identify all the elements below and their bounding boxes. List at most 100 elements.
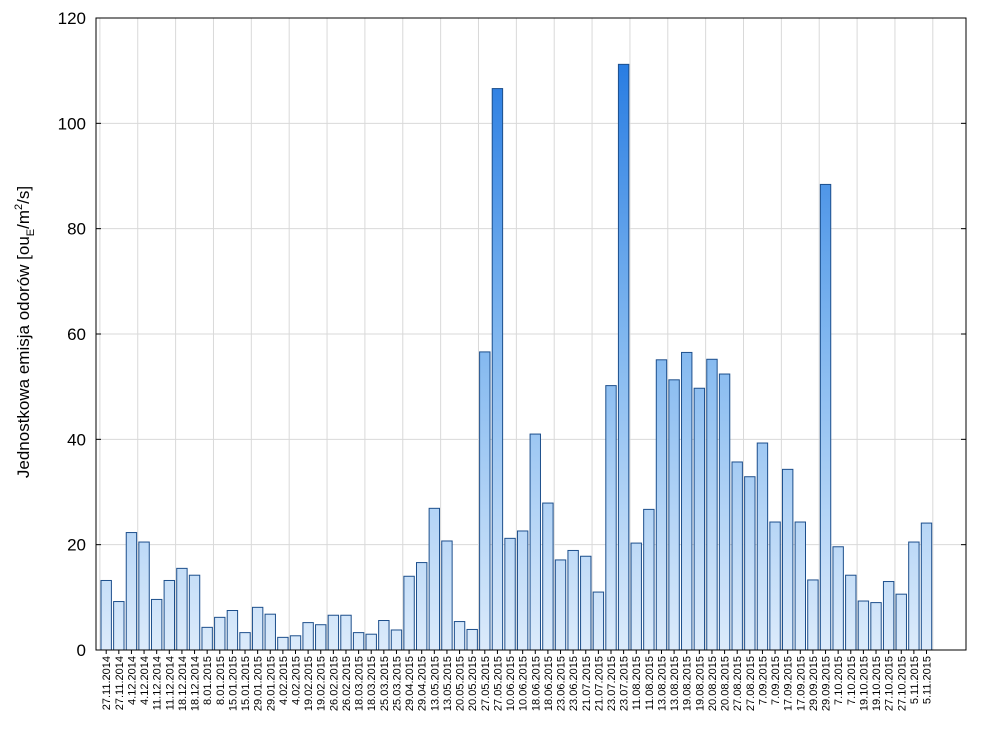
x-tick-label: 5.11.2015: [909, 656, 921, 704]
bar: [920, 522, 933, 651]
x-ticks: 27.11.2014 27.11.2014 4.12.2014 4.12.2014 11…: [101, 650, 934, 711]
bar: [605, 385, 617, 651]
y-axis-label-mid: /m: [14, 210, 33, 229]
bar: [643, 508, 655, 651]
y-tick-label: 40: [67, 430, 86, 449]
x-tick-label: 23.06.2015: [568, 656, 580, 711]
x-tick-label: 4.02.2015: [291, 656, 303, 705]
bar: [441, 540, 453, 651]
x-tick-label: 29.09.2015: [821, 656, 833, 711]
x-tick-label: 10.06.2015: [505, 656, 517, 711]
bar: [163, 579, 176, 651]
bar: [794, 521, 806, 651]
bar: [453, 621, 466, 651]
x-tick-label: 23.07.2015: [606, 656, 618, 711]
bar: [857, 600, 870, 651]
bar: [756, 442, 769, 651]
bar: [226, 610, 239, 651]
bar: [403, 575, 415, 651]
x-tick-label: 15.01.2015: [227, 656, 239, 711]
x-tick-label: 19.10.2015: [871, 656, 883, 711]
x-tick-label: 18.06.2015: [543, 656, 555, 711]
x-tick-label: 29.04.2015: [404, 656, 416, 711]
bar: [113, 601, 125, 651]
x-tick-label: 27.10.2015: [896, 656, 908, 711]
bar: [516, 530, 529, 651]
y-tick-label: 20: [67, 536, 86, 555]
bar: [176, 567, 188, 651]
y-axis-label-sup: 2: [13, 204, 25, 210]
y-axis-label-pre: Jednostkowa emisja odorów [ou: [14, 236, 33, 478]
bar: [529, 433, 541, 651]
x-tick-label: 13.08.2015: [656, 656, 668, 711]
y-axis-label-sub: E: [25, 229, 37, 236]
x-tick-label: 13.05.2015: [429, 656, 441, 711]
y-tick-label: 80: [67, 220, 86, 239]
x-tick-label: 19.08.2015: [694, 656, 706, 711]
bar: [870, 602, 882, 651]
x-tick-label: 18.03.2015: [354, 656, 366, 711]
grid-lines: [96, 17, 966, 651]
x-tick-label: 20.08.2015: [707, 656, 719, 711]
x-tick-label: 29.01.2015: [265, 656, 277, 711]
bar: [908, 541, 920, 651]
bar: [390, 629, 403, 651]
bar: [807, 579, 819, 651]
x-tick-label: 21.07.2015: [593, 656, 605, 711]
x-tick-label: 23.06.2015: [556, 656, 568, 711]
y-axis-label: Jednostkowa emisja odorów [ouE/m2/s]: [13, 186, 37, 478]
x-tick-label: 13.05.2015: [442, 656, 454, 711]
bar: [416, 562, 428, 651]
x-tick-label: 27.10.2015: [884, 656, 896, 711]
bar: [378, 620, 390, 651]
x-tick-label: 15.01.2015: [240, 656, 252, 711]
bars: [100, 63, 933, 651]
x-tick-label: 29.09.2015: [808, 656, 820, 711]
x-tick-label: 27.11.2014: [114, 656, 126, 710]
bar: [580, 555, 592, 651]
x-tick-label: 11.12.2014: [164, 656, 176, 710]
x-tick-label: 11.12.2014: [152, 656, 164, 710]
x-tick-label: 18.12.2014: [190, 656, 202, 711]
x-tick-label: 4.12.2014: [126, 656, 138, 705]
x-tick-label: 25.03.2015: [379, 656, 391, 711]
y-tick-label: 60: [67, 325, 86, 344]
bar: [630, 542, 642, 651]
x-tick-label: 23.07.2015: [619, 656, 631, 711]
x-tick-label: 8.01.2015: [215, 656, 227, 705]
x-tick-label: 19.08.2015: [682, 656, 694, 711]
x-tick-label: 27.08.2015: [732, 656, 744, 711]
bar: [693, 387, 706, 651]
bar: [150, 598, 163, 651]
bar: [188, 574, 201, 651]
x-tick-label: 25.03.2015: [391, 656, 403, 711]
bar: [340, 614, 352, 651]
bar: [819, 183, 832, 651]
bar: [744, 476, 756, 651]
bar: [617, 63, 630, 651]
bar: [327, 614, 340, 651]
bar: [504, 537, 516, 651]
x-tick-label: 20.08.2015: [720, 656, 732, 711]
bar: [428, 507, 441, 651]
bar: [655, 359, 668, 651]
bar: [201, 626, 213, 651]
x-tick-label: 17.09.2015: [783, 656, 795, 711]
bar: [365, 633, 377, 651]
x-tick-label: 11.08.2015: [631, 656, 643, 710]
bar: [100, 579, 112, 651]
x-tick-label: 17.09.2015: [795, 656, 807, 711]
bar: [882, 581, 895, 651]
x-tick-label: 7.10.2015: [846, 656, 858, 705]
x-tick-label: 21.07.2015: [581, 656, 593, 711]
bar: [769, 521, 781, 651]
y-tick-label: 100: [58, 114, 86, 133]
bar: [542, 502, 554, 651]
x-tick-label: 19.10.2015: [858, 656, 870, 711]
x-tick-label: 18.03.2015: [366, 656, 378, 711]
x-tick-label: 4.02.2015: [278, 656, 290, 705]
bar: [554, 559, 567, 651]
bar: [731, 461, 743, 651]
x-tick-label: 4.12.2014: [139, 656, 151, 705]
